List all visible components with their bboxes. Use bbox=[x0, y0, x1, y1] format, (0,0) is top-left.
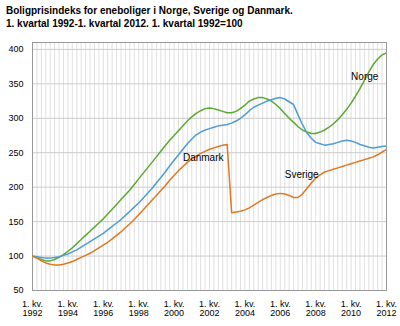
svg-text:1. kv.1996: 1. kv.1996 bbox=[93, 299, 114, 319]
svg-text:400: 400 bbox=[8, 44, 23, 54]
svg-text:Danmark: Danmark bbox=[183, 152, 225, 163]
svg-text:350: 350 bbox=[8, 79, 23, 89]
svg-text:1. kv.2002: 1. kv.2002 bbox=[199, 299, 220, 319]
svg-text:1. kv.2000: 1. kv.2000 bbox=[164, 299, 185, 319]
svg-text:300: 300 bbox=[8, 113, 23, 123]
svg-text:250: 250 bbox=[8, 148, 23, 158]
html-text:Boligprisindeks for eneboliger: Boligprisindeks for eneboliger i Norge, … bbox=[6, 5, 293, 16]
svg-text:1. kv.2008: 1. kv.2008 bbox=[305, 299, 326, 319]
svg-text:1. kv.1994: 1. kv.1994 bbox=[57, 299, 78, 319]
svg-text:1. kv.2004: 1. kv.2004 bbox=[234, 299, 255, 319]
svg-text:50: 50 bbox=[13, 285, 23, 295]
svg-text:1. kv.2006: 1. kv.2006 bbox=[270, 299, 291, 319]
svg-text:1. kv.2010: 1. kv.2010 bbox=[341, 299, 362, 319]
svg-text:1. kv.1998: 1. kv.1998 bbox=[128, 299, 149, 319]
svg-text:Norge: Norge bbox=[351, 71, 379, 82]
svg-text:100: 100 bbox=[8, 251, 23, 261]
svg-text:1. kv.1992: 1. kv.1992 bbox=[22, 299, 43, 319]
svg-text:200: 200 bbox=[8, 182, 23, 192]
html-text:1. kvartal 1992-1. kvartal 201: 1. kvartal 1992-1. kvartal 2012. 1. kvar… bbox=[6, 18, 243, 29]
svg-text:150: 150 bbox=[8, 216, 23, 226]
svg-text:1. kv.2012: 1. kv.2012 bbox=[376, 299, 397, 319]
svg-text:Sverige: Sverige bbox=[285, 169, 319, 180]
